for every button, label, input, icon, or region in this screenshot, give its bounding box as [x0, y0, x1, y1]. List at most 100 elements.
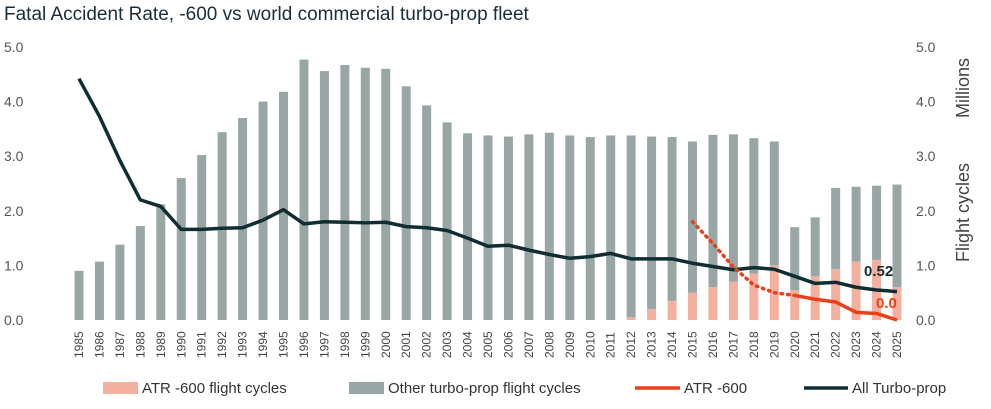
bar-other	[667, 137, 677, 301]
bar-other	[238, 117, 248, 320]
x-tick-label: 2015	[686, 331, 700, 358]
bar-other	[442, 122, 452, 321]
x-tick-label: 1990	[174, 331, 188, 358]
x-tick-label: 2001	[399, 331, 413, 358]
bar-other	[483, 135, 493, 320]
x-tick-label: 2020	[788, 331, 802, 358]
legend-label-all-turboprop: All Turbo-prop	[852, 380, 946, 397]
bar-other	[749, 138, 759, 274]
bar-other	[319, 71, 329, 320]
bar-other	[872, 185, 882, 260]
x-tick-label: 2006	[501, 331, 515, 358]
bar-other	[74, 270, 84, 320]
x-tick-label: 2021	[808, 331, 822, 358]
x-tick-label: 2002	[420, 331, 434, 358]
bar-atr600	[851, 261, 861, 320]
x-tick-label: 2014	[665, 331, 679, 358]
x-tick-label: 2000	[379, 331, 393, 358]
bar-other	[851, 186, 861, 262]
y2-tick-label: 4.0	[916, 94, 936, 110]
y2-tick-label: 3.0	[916, 148, 936, 164]
bar-other	[197, 155, 207, 320]
legend-label-atr600-cycles: ATR -600 flight cycles	[142, 380, 287, 397]
bar-other	[217, 132, 227, 320]
bar-other	[156, 204, 166, 320]
x-tick-label: 1994	[256, 331, 270, 358]
x-tick-label: 2025	[890, 331, 904, 358]
x-tick-label: 1999	[358, 331, 372, 358]
bar-atr600	[688, 292, 697, 320]
bar-other	[728, 134, 738, 282]
bar-other	[135, 226, 145, 320]
bar-other	[360, 67, 370, 320]
bar-other	[769, 141, 779, 266]
bar-other	[340, 65, 350, 320]
x-tick-label: 2023	[849, 331, 863, 358]
bar-atr600	[892, 287, 902, 320]
x-tick-label: 2004	[461, 331, 475, 358]
x-tick-label: 1988	[133, 331, 147, 358]
bar-other	[544, 132, 554, 320]
x-tick-label: 1986	[92, 331, 106, 358]
bar-other	[524, 134, 534, 320]
x-tick-label: 2010	[583, 331, 597, 358]
x-tick-label: 2011	[604, 332, 618, 358]
bar-other	[565, 135, 575, 320]
bar-other	[176, 178, 186, 320]
y2-tick-label: 0.0	[916, 312, 936, 328]
y-tick-label: 3.0	[4, 148, 24, 164]
x-tick-label: 2007	[522, 331, 536, 358]
y-tick-label: 2.0	[4, 203, 24, 219]
bar-other	[94, 261, 104, 320]
bar-atr600	[626, 317, 636, 320]
bar-other	[299, 59, 309, 321]
x-tick-label: 1992	[215, 331, 229, 358]
legend-label-other-cycles: Other turbo-prop flight cycles	[388, 380, 581, 397]
y2-tick-label: 5.0	[916, 39, 936, 55]
x-tick-label: 2016	[706, 331, 720, 358]
line-atr600-dotted	[690, 219, 797, 298]
bar-other	[258, 101, 268, 320]
x-tick-label: 2024	[870, 331, 884, 358]
x-tick-label: 2022	[829, 331, 843, 358]
bar-atr600	[708, 287, 718, 320]
bar-other	[381, 68, 391, 320]
bar-other	[708, 134, 718, 288]
bar-other	[831, 187, 841, 270]
x-tick-label: 1985	[72, 331, 86, 358]
x-tick-label: 2013	[645, 331, 659, 358]
x-tick-label: 1996	[297, 331, 311, 358]
bar-atr600	[749, 273, 759, 320]
bar-other	[647, 136, 657, 310]
bar-other	[810, 217, 820, 277]
y2-axis-label: Flight cycles	[953, 163, 973, 262]
y2-tick-label: 2.0	[916, 203, 936, 219]
legend-swatch-atr600-cycles	[103, 382, 138, 394]
x-tick-label: 2008	[542, 331, 556, 358]
x-tick-label: 1997	[317, 331, 331, 358]
bar-atr600	[667, 300, 677, 320]
x-tick-label: 2009	[563, 331, 577, 358]
annotation-all-turboprop: 0.52	[864, 263, 893, 280]
line-all-turboprop	[77, 77, 898, 294]
bar-other	[503, 136, 513, 320]
y-tick-label: 4.0	[4, 94, 24, 110]
x-tick-label: 1989	[154, 331, 168, 358]
x-tick-label: 1987	[113, 331, 127, 358]
line-atr600-solid	[794, 293, 898, 322]
bar-other	[463, 133, 473, 320]
bar-atr600	[831, 269, 841, 320]
bar-other	[401, 86, 411, 320]
bar-other	[585, 137, 595, 320]
legend-label-atr600-line: ATR -600	[684, 380, 747, 397]
y2-tick-label: 1.0	[916, 257, 936, 273]
y-tick-label: 1.0	[4, 257, 24, 273]
bar-other	[790, 227, 800, 290]
bar-other	[422, 105, 432, 320]
x-tick-label: 1993	[236, 331, 250, 358]
x-tick-label: 2012	[624, 331, 638, 358]
bar-atr600	[790, 289, 800, 320]
chart-title: Fatal Accident Rate, -600 vs world comme…	[4, 4, 529, 25]
x-tick-label: 2003	[440, 331, 454, 358]
